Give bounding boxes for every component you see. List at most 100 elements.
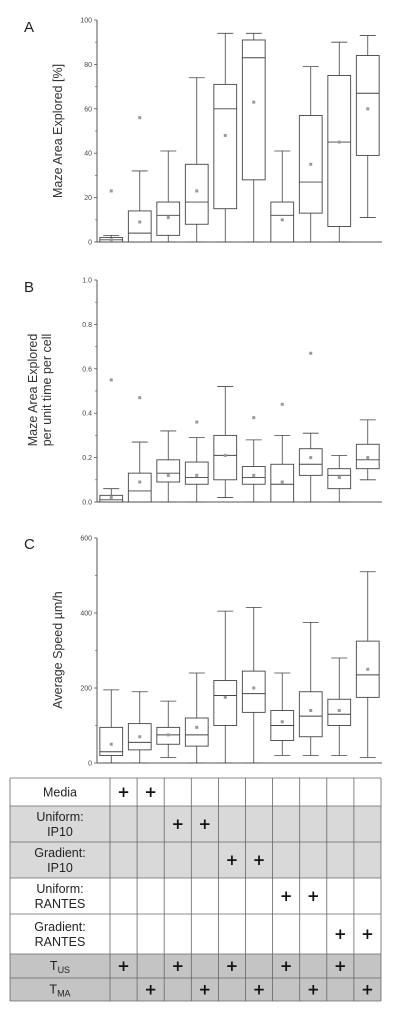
mean-marker (309, 709, 313, 712)
outlier-marker (280, 402, 284, 406)
mean-marker (280, 480, 284, 484)
iqr-box (213, 83, 238, 210)
box-plot-8 (298, 351, 323, 503)
mean-marker (195, 725, 199, 729)
table-row: Media + + (10, 777, 381, 806)
row-label-subscript: MA (57, 989, 71, 999)
mean-marker (337, 476, 341, 480)
box-plot-8 (298, 66, 323, 243)
table-row: Uniform:RANTES + + (10, 877, 381, 914)
box-plot-9 (327, 657, 352, 756)
y-tick-label: 0 (88, 240, 92, 247)
iqr-box (213, 434, 238, 481)
box-plot-9 (327, 41, 352, 243)
row-background (10, 954, 381, 978)
iqr-box (184, 461, 209, 485)
plus-mark: + (280, 957, 293, 975)
mean-marker (252, 100, 256, 104)
outlier-marker (109, 189, 113, 193)
row-label-main: T (49, 983, 57, 997)
iqr-box (99, 726, 124, 756)
box-plot-2 (127, 396, 152, 503)
iqr-box (156, 459, 181, 483)
panel-letter: B (24, 279, 34, 296)
plus-mark: + (117, 957, 130, 975)
panel-b: B Maze Area Exploredper unit time per cel… (24, 278, 382, 507)
y-tick-label: 0.4 (82, 411, 92, 418)
y-tick-label: 20 (84, 195, 92, 202)
iqr-box (327, 75, 352, 227)
outlier-marker (138, 396, 142, 400)
mean-marker (309, 162, 313, 166)
y-tick-label: 100 (80, 18, 92, 25)
row-label: TUS (50, 959, 70, 975)
mean-marker (280, 720, 284, 724)
mean-marker (109, 238, 113, 242)
outlier-marker (195, 420, 199, 424)
plus-mark: + (334, 957, 347, 975)
iqr-box (127, 472, 152, 503)
row-background (10, 914, 381, 954)
mean-marker (337, 140, 341, 144)
mean-marker (366, 667, 370, 671)
panel-letter: C (24, 536, 35, 553)
table-row: Gradient:RANTES + + (10, 913, 381, 954)
row-label: Uniform: (36, 810, 83, 824)
row-background (10, 842, 381, 878)
box-plot-3 (156, 700, 181, 758)
mean-marker (223, 133, 227, 137)
box-plot-10 (355, 35, 380, 218)
plus-mark: + (334, 925, 347, 943)
y-tick-label: 0.2 (82, 455, 92, 462)
box-plot-6 (241, 416, 266, 503)
mean-marker (138, 735, 142, 739)
box-plot-2 (127, 116, 152, 243)
mean-marker (109, 742, 113, 746)
y-axis-label: Average Speed µm/h (51, 591, 65, 709)
mean-marker (337, 709, 341, 712)
mean-marker (166, 733, 170, 737)
box-plot-1 (99, 689, 124, 764)
mean-marker (252, 473, 256, 477)
plus-mark: + (171, 815, 184, 833)
row-label: IP10 (47, 861, 73, 875)
y-tick-label: 80 (84, 62, 92, 69)
box-plot-1 (99, 378, 124, 503)
iqr-box (213, 680, 238, 726)
mean-marker (280, 218, 284, 222)
mean-marker (252, 686, 256, 690)
table-row: TUS + + + + + (10, 953, 381, 978)
row-label: IP10 (47, 825, 73, 839)
row-background (10, 878, 381, 914)
y-tick-label: 0 (88, 761, 92, 768)
box-plot-9 (327, 454, 352, 503)
plus-mark: + (226, 957, 239, 975)
box-plot-5 (213, 610, 238, 764)
mean-marker (166, 473, 170, 477)
row-label-subscript: US (58, 965, 71, 975)
plus-mark: + (144, 981, 157, 999)
mean-marker (138, 220, 142, 224)
outlier-marker (109, 378, 113, 382)
mean-marker (223, 695, 227, 699)
y-tick-label: 400 (80, 611, 92, 618)
box-plot-7 (270, 150, 295, 243)
iqr-box (355, 55, 380, 156)
y-tick-label: 0.0 (82, 500, 92, 507)
row-background (10, 778, 381, 806)
table-row: Uniform:IP10 + + (10, 805, 381, 842)
y-axis-label-line: Maze Area Explored [%] (51, 64, 65, 198)
plus-mark: + (361, 925, 374, 943)
mean-marker (366, 107, 370, 111)
y-tick-label: 1.0 (82, 278, 92, 285)
plus-mark: + (199, 981, 212, 999)
box-plot-3 (156, 150, 181, 243)
panel-c: C Average Speed µm/h 0 200 400 600 (24, 536, 382, 768)
plus-mark: + (280, 887, 293, 905)
y-tick-label: 200 (80, 686, 92, 693)
y-axis-label: Maze Area Explored [%] (51, 64, 65, 198)
box-plot-10 (355, 571, 380, 758)
y-tick-label: 600 (80, 536, 92, 543)
plus-mark: + (199, 815, 212, 833)
